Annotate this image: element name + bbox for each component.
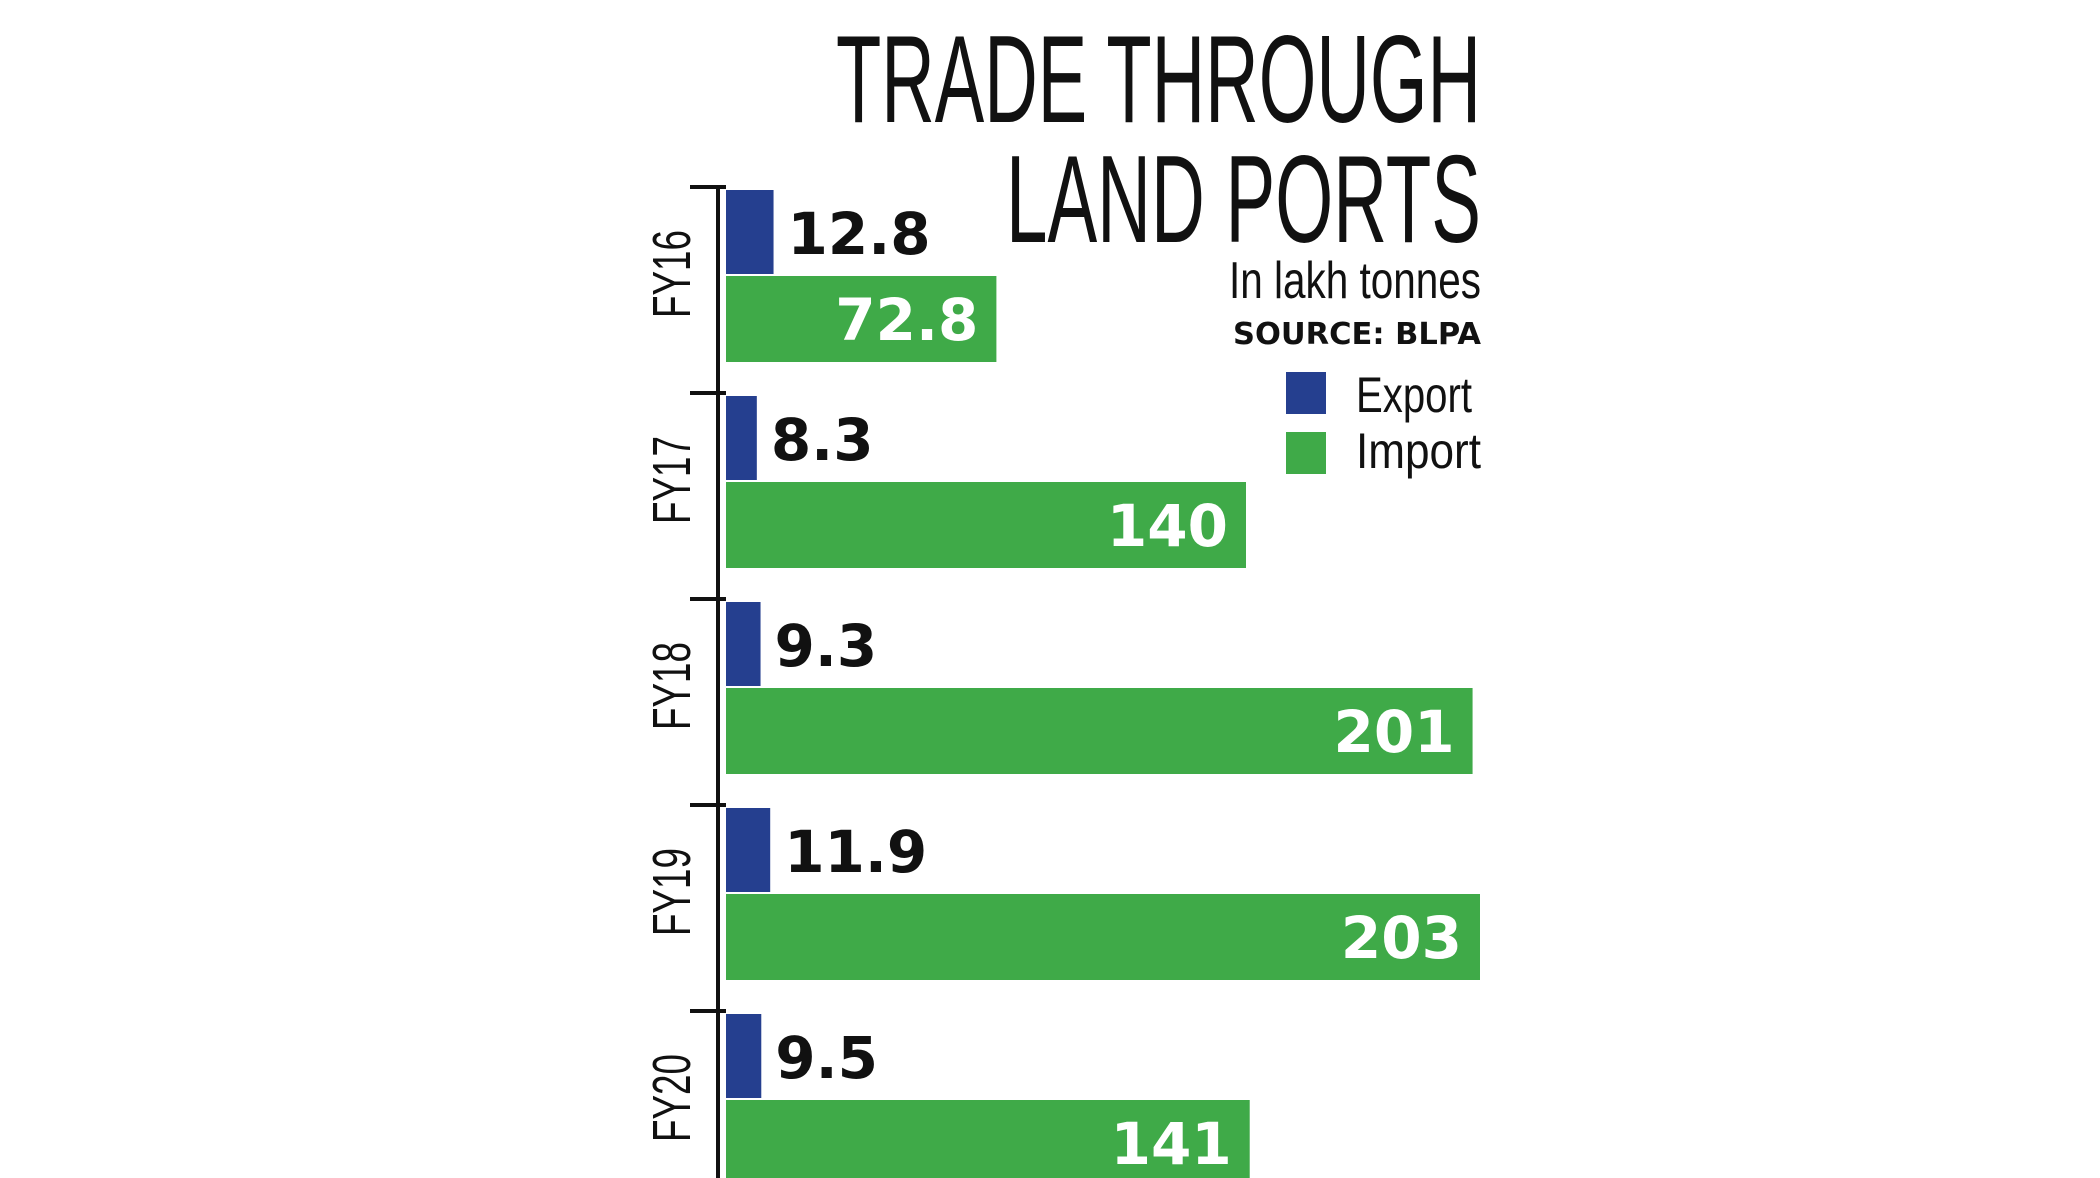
value-label-export-fy20: 9.5 — [775, 1024, 878, 1092]
bar-import-fy19 — [726, 894, 1480, 980]
bar-export-fy16 — [726, 190, 774, 274]
value-label-import-fy17: 140 — [1107, 492, 1228, 560]
value-label-import-fy20: 141 — [1111, 1110, 1232, 1178]
category-labels: FY16 FY17 FY18 FY19 FY20 — [642, 230, 702, 1142]
category-label-fy17: FY17 — [642, 436, 702, 524]
value-label-import-fy18: 201 — [1333, 698, 1454, 766]
legend-label-import: Import — [1356, 423, 1481, 479]
legend-swatch-import — [1286, 432, 1326, 474]
legend-swatch-export — [1286, 372, 1326, 414]
bar-export-fy20 — [726, 1014, 762, 1098]
category-label-fy20: FY20 — [642, 1054, 702, 1142]
value-label-import-fy19: 203 — [1341, 904, 1462, 972]
bar-import-fy20 — [726, 1100, 1250, 1178]
chart-title-line-1: TRADE THROUGH — [836, 11, 1481, 149]
value-labels: 12.8 72.8 8.3 140 9.3 201 11.9 203 9.5 141 — [771, 200, 1462, 1178]
bar-import-fy17 — [726, 482, 1246, 568]
category-label-fy18: FY18 — [642, 642, 702, 730]
value-label-import-fy16: 72.8 — [835, 286, 978, 354]
chart-source: SOURCE: BLPA — [1233, 317, 1482, 352]
chart-subtitle: In lakh tonnes — [1229, 252, 1481, 310]
value-label-export-fy18: 9.3 — [775, 612, 878, 680]
bars — [726, 190, 1480, 1178]
legend-label-export: Export — [1356, 367, 1472, 423]
value-label-export-fy17: 8.3 — [771, 406, 874, 474]
bar-export-fy18 — [726, 602, 761, 686]
chart-title-line-2: LAND PORTS — [1006, 131, 1481, 269]
bar-export-fy19 — [726, 808, 771, 892]
y-axis — [690, 185, 726, 1178]
category-label-fy19: FY19 — [642, 848, 702, 936]
value-label-export-fy16: 12.8 — [788, 200, 931, 268]
bar-export-fy17 — [726, 396, 757, 480]
value-label-export-fy19: 11.9 — [784, 818, 927, 886]
bar-import-fy16 — [726, 276, 997, 362]
bar-import-fy18 — [726, 688, 1473, 774]
legend: Export Import — [1286, 367, 1481, 479]
category-label-fy16: FY16 — [642, 230, 702, 318]
